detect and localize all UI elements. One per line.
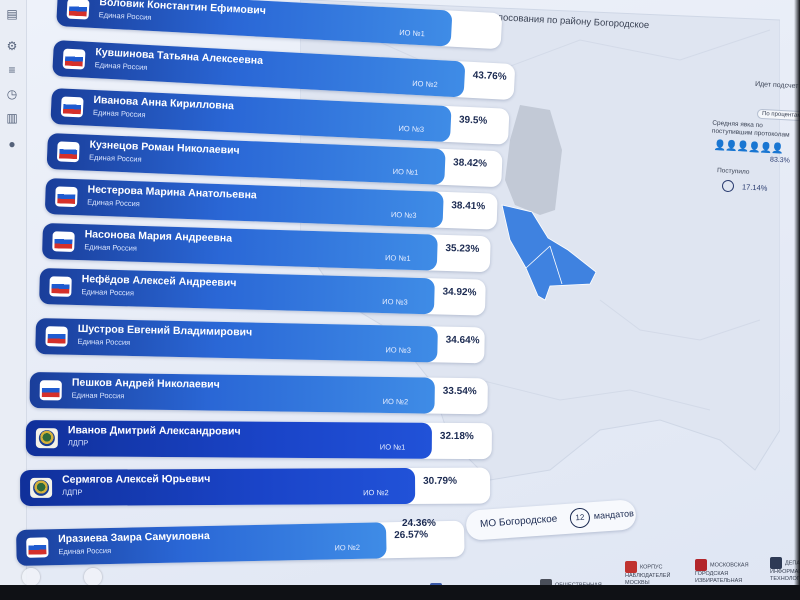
united-russia-logo <box>62 48 86 70</box>
united-russia-logo <box>55 186 78 208</box>
candidate-district: ИО №2 <box>411 78 438 90</box>
candidate-district: ИО №3 <box>390 210 417 220</box>
ldpr-party-logo <box>30 477 53 498</box>
candidate-percent: 35.23% <box>445 242 480 255</box>
partner-logo-text: ДЕПАРТАМЕНТ ИНФОРМАЦИОННЫХ ТЕХНОЛОГИЙ <box>770 560 800 582</box>
candidate-percent: 43.76% <box>472 69 507 83</box>
candidate-percent: 26.57% <box>394 529 429 542</box>
candidate-percent: 32.18% <box>439 430 474 443</box>
candidate-party: ЛДПР <box>62 487 83 497</box>
candidate-name: Иванов Дмитрий Александрович <box>67 424 241 438</box>
user-icon[interactable]: ● <box>8 137 16 151</box>
candidate-card[interactable]: Пешков Андрей Николаевич Единая Россия ИО … <box>29 372 488 415</box>
ldpr-party-logo <box>35 428 58 449</box>
mandates-count: 12 <box>569 507 591 529</box>
united-russia-logo <box>60 96 84 118</box>
partner-emblem-icon <box>625 561 637 573</box>
united-russia-logo <box>56 141 80 163</box>
candidate-party: Единая Россия <box>58 546 112 557</box>
map-border <box>525 245 551 269</box>
turnout-value: 83.3% <box>769 156 791 165</box>
candidate-card[interactable]: Иразиева Заира Самуиловна Единая Россия ИО… <box>16 520 465 566</box>
map-district-highlight <box>501 204 597 301</box>
candidate-district: ИО №1 <box>392 166 419 177</box>
partner-logo: КОРПУС НАБЛЮДАТЕЛЕЙ МОСКВЫ <box>625 561 695 587</box>
screen-bezel-right <box>794 0 800 600</box>
mandates-label: мандатов <box>593 508 635 521</box>
united-russia-logo <box>45 326 68 347</box>
filter-icon[interactable]: ≡ <box>8 63 16 77</box>
candidate-district: ИО №2 <box>334 542 361 553</box>
left-toolbar: ▤ ⚙ ≡ ◷ ▥ ● <box>0 0 27 600</box>
candidate-party: Единая Россия <box>84 242 138 253</box>
trailing-percent: 24.36% <box>402 518 436 529</box>
candidate-party: Единая Россия <box>87 197 140 209</box>
candidate-name: Пешков Андрей Николаевич <box>71 376 220 391</box>
municipality-name: МО Богородское <box>479 513 558 530</box>
candidate-district: ИО №3 <box>382 296 408 307</box>
settings-icon[interactable]: ⚙ <box>6 39 18 53</box>
candidate-district: ИО №3 <box>385 345 412 355</box>
candidate-party: Единая Россия <box>81 287 135 298</box>
candidate-party: Единая Россия <box>71 390 125 401</box>
candidate-party: Единая Россия <box>77 336 131 347</box>
map-border <box>599 299 761 341</box>
received-value: 17.14% <box>741 182 768 193</box>
clock-icon[interactable]: ◷ <box>6 87 18 101</box>
candidate-percent: 39.5% <box>458 114 488 127</box>
candidate-district: ИО №1 <box>379 442 406 452</box>
map-district-gray <box>505 105 562 215</box>
candidate-card[interactable]: Сермягов Алексей Юрьевич ЛДПР ИО №2 30.79% <box>20 467 491 506</box>
united-russia-logo <box>26 537 49 558</box>
partner-logo: ДЕПАРТАМЕНТ ИНФОРМАЦИОННЫХ ТЕХНОЛОГИЙ <box>770 557 800 583</box>
candidate-card[interactable]: Иванов Дмитрий Александрович ЛДПР ИО №1 32.… <box>25 420 492 460</box>
partner-emblem-icon <box>695 559 707 571</box>
map-border <box>479 379 711 411</box>
candidate-district: ИО №3 <box>398 123 425 134</box>
united-russia-logo <box>39 380 62 401</box>
candidate-percent: 38.42% <box>452 157 488 170</box>
candidate-percent: 38.41% <box>451 200 486 213</box>
candidate-name: Сермягов Алексей Юрьевич <box>62 473 211 486</box>
partner-emblem-icon <box>770 557 782 569</box>
candidate-district: ИО №1 <box>399 27 425 39</box>
next-dot[interactable] <box>84 568 103 586</box>
carousel-nav <box>22 568 142 591</box>
clipboard-icon[interactable]: ▤ <box>6 7 18 21</box>
map-border <box>329 19 771 71</box>
candidate-percent: 34.64% <box>445 334 480 347</box>
united-russia-logo <box>49 276 72 297</box>
screen-bezel-bottom <box>0 585 800 600</box>
candidate-party: ЛДПР <box>67 438 89 448</box>
candidate-percent: 30.79% <box>423 475 458 487</box>
candidate-percent: 33.54% <box>442 385 477 398</box>
united-russia-logo <box>66 0 90 20</box>
united-russia-logo <box>52 231 75 252</box>
map-border <box>549 245 563 285</box>
candidate-district: ИО №2 <box>382 396 409 407</box>
candidate-district: ИО №2 <box>363 488 389 498</box>
candidate-district: ИО №1 <box>384 253 411 263</box>
prev-dot[interactable] <box>22 568 40 586</box>
partner-logo-text: КОРПУС НАБЛЮДАТЕЛЕЙ МОСКВЫ <box>625 564 671 586</box>
chart-icon[interactable]: ▥ <box>6 111 18 125</box>
candidate-percent: 34.92% <box>442 286 477 299</box>
